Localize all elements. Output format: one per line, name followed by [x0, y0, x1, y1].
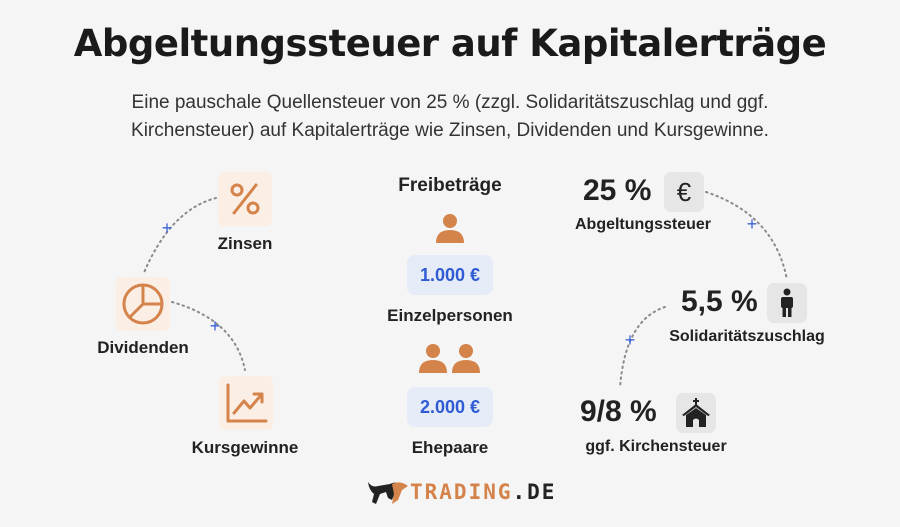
- income-label-dividenden: Dividenden: [97, 338, 189, 357]
- tax-label-abgeltung: Abgeltungssteuer: [574, 216, 711, 233]
- plus-icon: +: [624, 330, 636, 350]
- tax-rate-kirche: 9/8 %: [580, 395, 657, 428]
- connector-abgeltung-soli: [705, 191, 788, 281]
- plus-icon: +: [209, 316, 221, 336]
- plus-icon: +: [746, 214, 758, 234]
- person-standing-icon: [767, 283, 807, 323]
- allowance-label-couple: Ehepaare: [411, 438, 489, 457]
- income-label-zinsen: Zinsen: [217, 234, 273, 253]
- logo-text-suffix: .DE: [512, 480, 557, 504]
- plus-icon: +: [161, 218, 173, 238]
- connector-zinsen-dividenden: [142, 197, 217, 276]
- connector-dividenden-kursgewinne: [171, 301, 246, 371]
- euro-icon: €: [664, 172, 704, 212]
- allowance-amount-single: 1.000 €: [407, 255, 493, 295]
- page-title: Abgeltungssteuer auf Kapitalerträge: [73, 22, 827, 65]
- allowance-amount-couple: 2.000 €: [407, 387, 493, 427]
- tax-rate-soli: 5,5 %: [681, 285, 758, 318]
- allowance-label-single: Einzelpersonen: [387, 306, 513, 325]
- subtitle-line-1: Eine pauschale Quellensteuer von 25 % (z…: [131, 92, 769, 113]
- couple-icon: [419, 344, 480, 373]
- tax-label-kirche: ggf. Kirchensteuer: [585, 438, 727, 455]
- subtitle-line-2: Kirchensteuer) auf Kapitalerträge wie Zi…: [131, 120, 769, 141]
- logo-text-main: TRADING: [410, 480, 513, 504]
- trading-de-logo: TRADING .DE: [366, 478, 556, 506]
- income-label-kursgewinne: Kursgewinne: [191, 438, 299, 457]
- allowances-heading: Freibeträge: [398, 175, 502, 196]
- percent-icon: [218, 172, 272, 226]
- church-icon: [676, 393, 716, 433]
- tax-label-soli: Solidaritätszuschlag: [669, 328, 825, 345]
- person-icon: [436, 214, 464, 243]
- connector-soli-kirche: [619, 306, 666, 389]
- trend-chart-icon: [219, 376, 273, 430]
- pie-chart-icon: [116, 277, 170, 331]
- bull-logo-icon: [368, 482, 408, 504]
- tax-rate-abgeltung: 25 %: [583, 174, 652, 207]
